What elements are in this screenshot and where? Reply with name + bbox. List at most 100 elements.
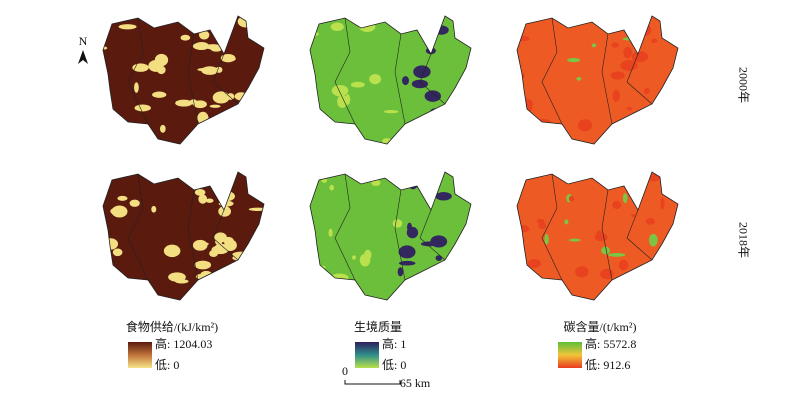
legend-low: 低: 0 bbox=[382, 358, 406, 372]
map-patch bbox=[648, 115, 660, 122]
map-patch bbox=[398, 245, 416, 259]
map-patch bbox=[625, 130, 638, 142]
map-fill bbox=[517, 16, 678, 144]
map-patch bbox=[197, 67, 215, 72]
map-patch bbox=[148, 60, 164, 72]
map-patch bbox=[160, 124, 166, 133]
map-patch bbox=[624, 122, 632, 136]
map-patch bbox=[567, 57, 581, 63]
map-patch bbox=[227, 56, 236, 62]
map-patch bbox=[631, 213, 636, 218]
map-patch bbox=[116, 126, 134, 139]
map bbox=[516, 171, 679, 301]
map-patch bbox=[431, 133, 439, 140]
map bbox=[309, 171, 472, 301]
map-patch bbox=[115, 275, 123, 282]
map-patch bbox=[568, 238, 581, 242]
map-patch bbox=[328, 228, 333, 238]
map-patch bbox=[660, 197, 665, 210]
map-patch bbox=[237, 127, 252, 134]
map-patch bbox=[377, 183, 382, 196]
legend-low: 低: 912.6 bbox=[585, 358, 630, 372]
map-patch bbox=[430, 235, 448, 248]
map-patch bbox=[429, 108, 440, 120]
map-patch bbox=[331, 85, 349, 97]
map-patch bbox=[623, 46, 632, 59]
legend-high: 高: 5572.8 bbox=[585, 336, 636, 351]
map-patch bbox=[610, 71, 625, 80]
map-patch bbox=[350, 81, 365, 88]
legend-high: 高: 1 bbox=[382, 336, 406, 351]
map-patch bbox=[663, 103, 678, 109]
map-patch bbox=[132, 63, 149, 72]
map-patch bbox=[631, 51, 649, 63]
map-patch bbox=[564, 219, 569, 225]
map-patch bbox=[663, 278, 678, 289]
map-patch bbox=[423, 278, 437, 290]
map-patch bbox=[568, 195, 575, 202]
north-arrow-icon bbox=[78, 50, 88, 64]
map-patch bbox=[612, 89, 620, 102]
map-patch bbox=[402, 76, 409, 86]
map-patch bbox=[601, 246, 611, 255]
row-label: 2018年 bbox=[736, 222, 750, 258]
map-patch bbox=[175, 99, 193, 107]
scale-end: 65 km bbox=[400, 376, 431, 390]
row-label: 2000年 bbox=[736, 67, 750, 103]
legend-high: 高: 1204.03 bbox=[155, 336, 212, 351]
map-fill bbox=[103, 16, 264, 144]
map-patch bbox=[204, 44, 222, 50]
map-patch bbox=[577, 119, 593, 132]
map-patch bbox=[666, 133, 672, 140]
map-patch bbox=[527, 259, 542, 268]
map-patch bbox=[198, 194, 208, 204]
map-boundary bbox=[127, 17, 239, 125]
map-fill bbox=[310, 16, 471, 144]
map-patch bbox=[367, 172, 378, 181]
scale-bar-line bbox=[344, 380, 401, 385]
map-patch bbox=[402, 283, 420, 297]
legend-ramp bbox=[355, 342, 379, 368]
north-arrow: N bbox=[78, 34, 88, 64]
map-boundary bbox=[127, 173, 239, 281]
map-boundary bbox=[334, 173, 446, 281]
map-patch bbox=[214, 243, 228, 253]
map bbox=[102, 15, 265, 145]
map-patch bbox=[611, 42, 619, 48]
map-patch bbox=[352, 255, 357, 260]
map-patch bbox=[426, 37, 432, 46]
map-patch bbox=[310, 106, 322, 119]
map-patch bbox=[198, 242, 209, 246]
map-patch bbox=[397, 267, 404, 277]
map-patch bbox=[200, 270, 213, 279]
legend-low: 低: 0 bbox=[155, 358, 179, 372]
map-patch bbox=[310, 90, 315, 95]
map-patch bbox=[212, 91, 230, 104]
map-patch bbox=[622, 193, 628, 204]
map-patch bbox=[196, 122, 205, 132]
map-patch bbox=[206, 126, 214, 138]
legend-ramp bbox=[558, 342, 582, 368]
map-patch bbox=[104, 275, 111, 281]
map bbox=[102, 171, 265, 301]
legend-title: 生境质量 bbox=[354, 319, 402, 334]
map-patch bbox=[117, 126, 124, 137]
map-patch bbox=[398, 260, 416, 266]
map-patch bbox=[219, 191, 235, 202]
map-patch bbox=[645, 217, 656, 225]
map-patch bbox=[519, 178, 524, 188]
map-patch bbox=[621, 292, 626, 299]
map-patch bbox=[197, 111, 209, 125]
map-patch bbox=[378, 239, 385, 245]
map-patch bbox=[651, 38, 658, 43]
map-patch bbox=[214, 232, 227, 243]
map-patch bbox=[612, 200, 622, 209]
map-patch bbox=[134, 104, 151, 112]
map-patch bbox=[406, 172, 421, 179]
map-patch bbox=[517, 225, 530, 233]
map-patch bbox=[591, 43, 597, 48]
map-patch bbox=[310, 16, 314, 21]
map-patch bbox=[361, 99, 367, 106]
map-patch bbox=[608, 253, 626, 257]
